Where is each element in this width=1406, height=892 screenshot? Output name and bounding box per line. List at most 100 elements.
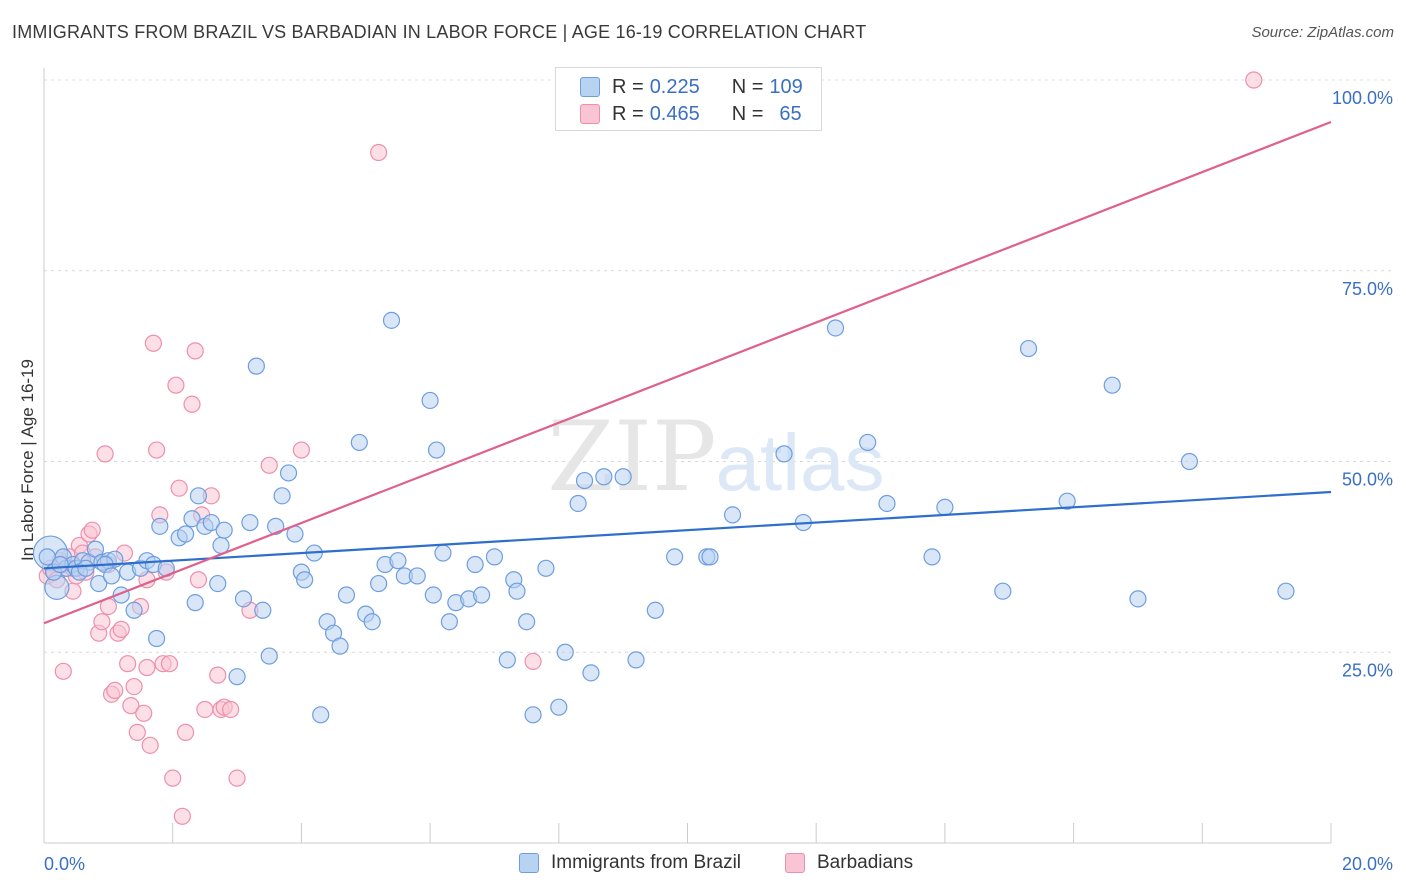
barbadian-point [524, 652, 542, 671]
brazil-point [337, 586, 356, 604]
barbadian-point [135, 704, 153, 722]
brazil-point [279, 464, 298, 482]
barbadian-point [228, 769, 246, 787]
brazil-point [878, 494, 896, 513]
brazil-r-label: R = [612, 75, 644, 98]
brazil-point [183, 510, 201, 528]
brazil-point [363, 613, 381, 631]
brazil-point [151, 517, 169, 535]
barbadian-trend-line [43, 120, 1332, 625]
brazil-point [296, 571, 314, 589]
barbadian-point [160, 655, 179, 673]
brazil-point [382, 311, 401, 329]
brazil-point [186, 594, 204, 612]
brazil-point [994, 582, 1012, 600]
brazil-point [524, 706, 542, 724]
brazil-point [389, 552, 407, 570]
barbadian-point [370, 143, 388, 162]
brazil-point [254, 601, 272, 619]
barbadian-point [119, 655, 137, 673]
brazil-point [1129, 590, 1147, 608]
barbadian-n-value: 65 [779, 102, 802, 125]
barbadian-point [106, 681, 124, 700]
brazil-point [424, 586, 442, 604]
brazil-point [485, 548, 504, 566]
y-tick-label: 25.0% [1342, 660, 1393, 680]
brazil-point [646, 601, 664, 619]
barbadian-point [125, 677, 143, 696]
barbadian-point [222, 700, 240, 719]
brazil-point [723, 506, 742, 524]
brazil-point [575, 471, 594, 490]
barbadian-point [196, 700, 214, 719]
brazil-point [1019, 339, 1038, 358]
brazil-point [125, 601, 143, 619]
legend-row-barbadian: R = 0.465 N = 65 [580, 101, 802, 127]
bottom-barbadian-label: Barbadians [817, 852, 914, 873]
barbadian-point [54, 662, 72, 680]
barbadian-point [176, 723, 195, 741]
brazil-point [148, 629, 166, 648]
barbadian-point [183, 395, 201, 413]
brazil-point [427, 441, 446, 459]
barbadian-point [164, 769, 182, 787]
bottom-legend-barbadian: Barbadians [785, 852, 913, 874]
brazil-point [209, 574, 227, 593]
brazil-n-value: 109 [769, 75, 803, 98]
brazil-point [537, 559, 555, 577]
brazil-point [936, 498, 954, 516]
barbadian-point [189, 571, 208, 589]
barbadian-point [128, 723, 146, 741]
brazil-point [666, 548, 684, 566]
bottom-brazil-swatch [519, 853, 539, 873]
brazil-point [1277, 582, 1295, 600]
stats-legend: R = 0.225 N = 109 R = 0.465 N = 65 [555, 67, 822, 131]
axes-layer [43, 68, 1332, 844]
bottom-legend-brazil: Immigrants from Brazil [519, 852, 741, 874]
chart-title: IMMIGRANTS FROM BRAZIL VS BARBADIAN IN L… [12, 22, 867, 42]
brazil-point [508, 582, 526, 600]
brazil-r-value: 0.225 [649, 75, 700, 98]
brazil-point [77, 559, 95, 577]
brazil-point [518, 613, 536, 631]
brazil-point [370, 574, 388, 593]
brazil-point [350, 433, 368, 452]
brazil-point [215, 521, 233, 539]
brazil-point [701, 548, 719, 566]
brazil-point [408, 567, 426, 585]
barbadian-point [148, 441, 166, 459]
barbadian-r-label: R = [612, 102, 644, 125]
brazil-point [241, 513, 259, 532]
barbadian-swatch [580, 104, 600, 124]
barbadian-point [112, 620, 130, 638]
brazil-point [1058, 492, 1076, 510]
brazil-point [228, 668, 246, 686]
brazil-point [434, 544, 452, 562]
brazil-point [466, 555, 484, 574]
brazil-point [556, 643, 574, 661]
barbadian-point [292, 441, 310, 459]
x-tick-label-min: 0.0% [44, 854, 85, 874]
bottom-barbadian-swatch [785, 853, 805, 873]
brazil-point [273, 487, 291, 505]
brazil-point [923, 548, 941, 566]
tick-labels: 25.0% 50.0% 75.0% 100.0% 0.0% 20.0% [44, 88, 1393, 874]
barbadian-point [96, 445, 114, 463]
brazil-point [234, 590, 253, 608]
legend-row-brazil: R = 0.225 N = 109 [580, 74, 803, 100]
watermark-atlas: atlas [716, 418, 885, 507]
x-tick-label-max: 20.0% [1342, 854, 1393, 874]
brazil-point [260, 647, 278, 665]
bottom-brazil-label: Immigrants from Brazil [551, 852, 742, 873]
brazil-point [550, 698, 568, 716]
barbadian-n-label: N = [731, 102, 764, 125]
brazil-point [312, 706, 330, 724]
barbadian-point [209, 666, 227, 684]
brazil-point [202, 513, 220, 532]
brazil-point [421, 391, 439, 410]
source-label: Source: ZipAtlas.com [1251, 24, 1394, 41]
brazil-point [775, 445, 793, 463]
brazil-trend-line [43, 490, 1332, 570]
barbadian-point [186, 342, 204, 360]
brazil-point [1180, 452, 1199, 471]
